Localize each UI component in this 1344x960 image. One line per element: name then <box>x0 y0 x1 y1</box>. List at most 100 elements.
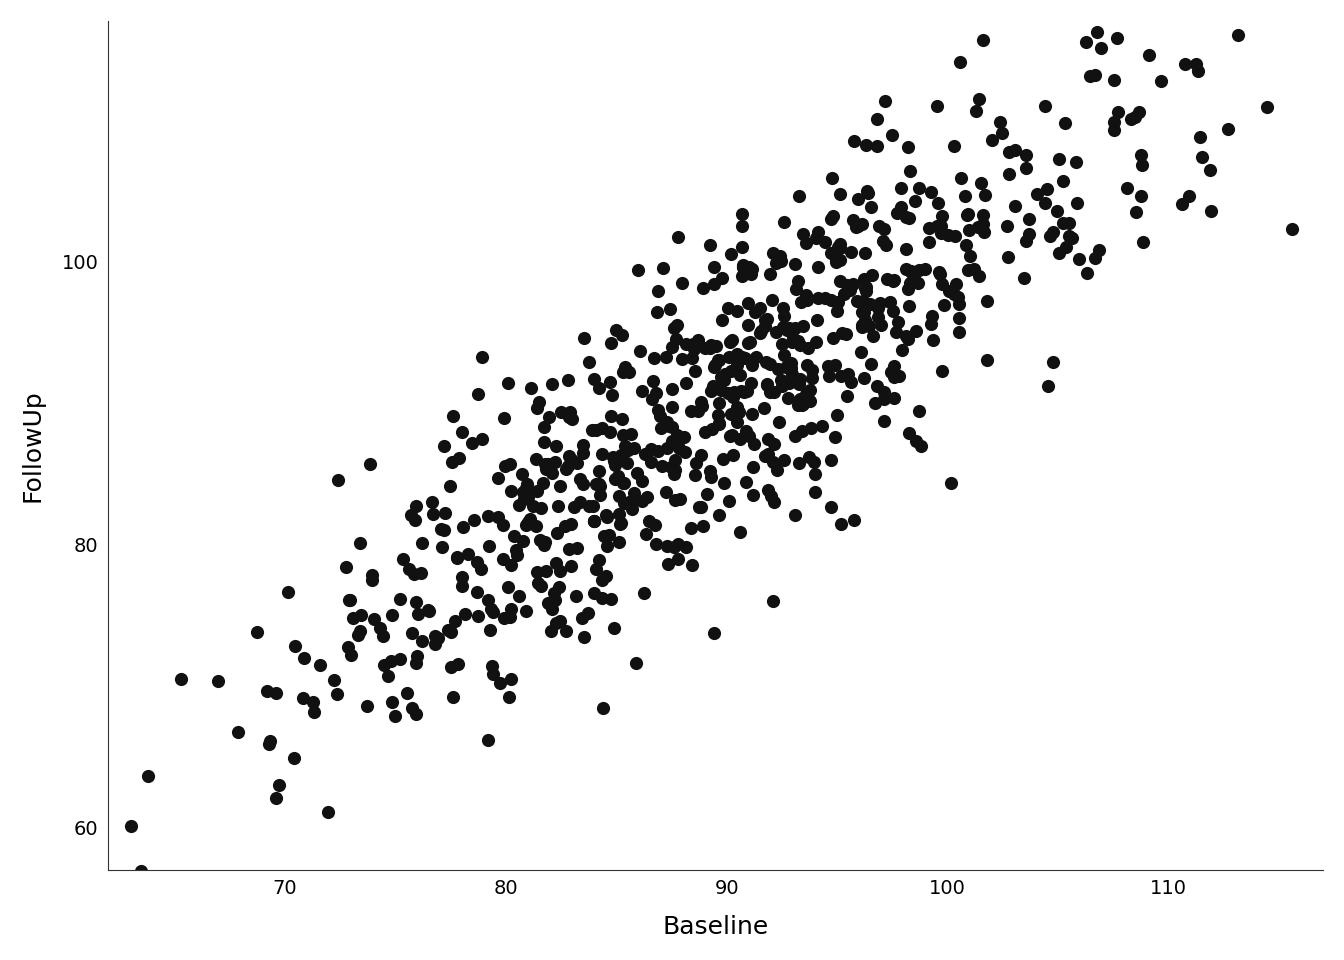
Point <box>1187 63 1208 79</box>
Point <box>930 226 952 241</box>
Point <box>665 331 687 347</box>
Point <box>1130 188 1152 204</box>
Point <box>500 602 521 617</box>
Point <box>499 457 520 472</box>
Point <box>1066 196 1087 211</box>
Point <box>823 330 844 346</box>
Point <box>823 208 844 224</box>
Point <box>767 250 789 265</box>
Point <box>626 466 648 481</box>
Point <box>558 448 579 464</box>
Point <box>1016 233 1038 249</box>
Point <box>578 354 599 370</box>
Point <box>849 345 871 360</box>
Point <box>703 625 724 640</box>
Point <box>442 689 464 705</box>
Point <box>1013 270 1035 285</box>
Point <box>656 485 677 500</box>
Point <box>347 627 368 642</box>
Point <box>853 312 875 327</box>
Point <box>680 520 702 536</box>
Point <box>526 518 547 534</box>
Point <box>696 487 718 502</box>
Point <box>378 668 399 684</box>
Point <box>866 378 887 394</box>
Point <box>808 225 829 240</box>
Point <box>555 624 577 639</box>
Point <box>794 235 816 251</box>
Point <box>864 396 886 411</box>
Point <box>439 478 461 493</box>
Point <box>441 454 462 469</box>
Point <box>477 732 499 748</box>
Point <box>390 591 411 607</box>
Point <box>492 551 513 566</box>
Point <box>954 188 976 204</box>
Point <box>883 358 905 373</box>
Point <box>712 270 734 285</box>
Point <box>609 516 630 531</box>
Point <box>843 133 864 149</box>
Point <box>1075 35 1097 50</box>
Point <box>820 245 841 260</box>
Point <box>660 301 681 317</box>
Point <box>805 467 827 482</box>
Point <box>720 246 742 261</box>
Point <box>1036 181 1058 197</box>
Point <box>1091 40 1113 56</box>
Point <box>773 308 794 324</box>
Point <box>1054 115 1075 131</box>
Point <box>856 283 878 299</box>
Point <box>399 562 421 577</box>
Point <box>788 188 809 204</box>
Point <box>1016 148 1038 163</box>
Point <box>482 666 504 682</box>
Point <box>512 534 534 549</box>
Point <box>505 542 527 558</box>
Point <box>818 369 840 384</box>
Point <box>741 375 762 391</box>
Point <box>589 552 610 567</box>
Point <box>585 561 606 576</box>
Point <box>875 237 896 252</box>
Point <box>1025 186 1047 202</box>
Point <box>759 488 781 503</box>
Point <box>964 261 985 276</box>
Point <box>685 455 707 470</box>
Point <box>508 588 530 604</box>
Point <box>425 629 446 644</box>
Point <box>573 445 594 461</box>
Point <box>856 183 878 199</box>
Point <box>784 507 805 522</box>
Point <box>664 462 685 477</box>
Point <box>309 658 331 673</box>
Point <box>609 489 630 504</box>
Point <box>551 404 573 420</box>
Point <box>340 648 362 663</box>
Point <box>1017 227 1039 242</box>
Point <box>648 402 669 418</box>
Point <box>410 565 431 581</box>
Point <box>731 269 753 284</box>
Point <box>1185 57 1207 72</box>
Point <box>972 216 993 231</box>
Point <box>875 93 896 108</box>
Point <box>845 219 867 234</box>
Point <box>589 476 610 492</box>
Point <box>887 315 909 330</box>
Point <box>612 475 633 491</box>
Point <box>656 415 677 430</box>
Point <box>591 590 613 606</box>
Point <box>845 294 867 309</box>
Point <box>607 468 629 483</box>
Point <box>495 459 516 474</box>
Point <box>1106 31 1128 46</box>
Point <box>339 592 360 608</box>
Point <box>765 324 786 339</box>
Point <box>938 283 960 299</box>
Point <box>599 335 621 350</box>
Point <box>1077 265 1098 280</box>
Point <box>794 288 816 303</box>
Point <box>763 437 785 452</box>
Point <box>949 297 970 312</box>
